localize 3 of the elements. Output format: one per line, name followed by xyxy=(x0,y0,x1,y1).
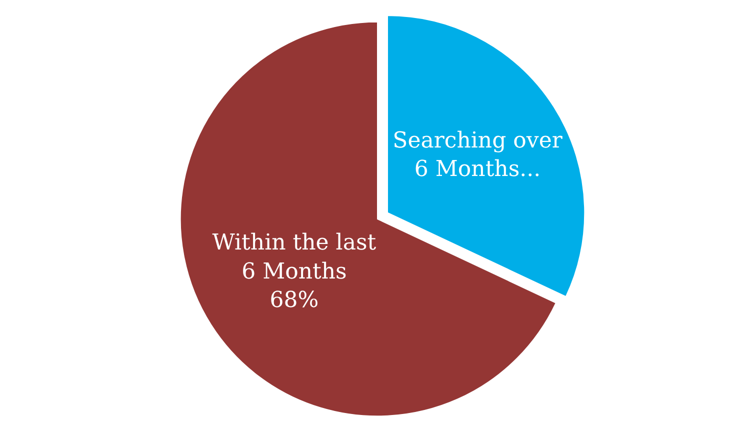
slice-label: Within the last 6 Months xyxy=(212,230,376,284)
slice-label: Searching over 6 Months... xyxy=(392,128,563,182)
data-label: 68% xyxy=(270,288,319,313)
